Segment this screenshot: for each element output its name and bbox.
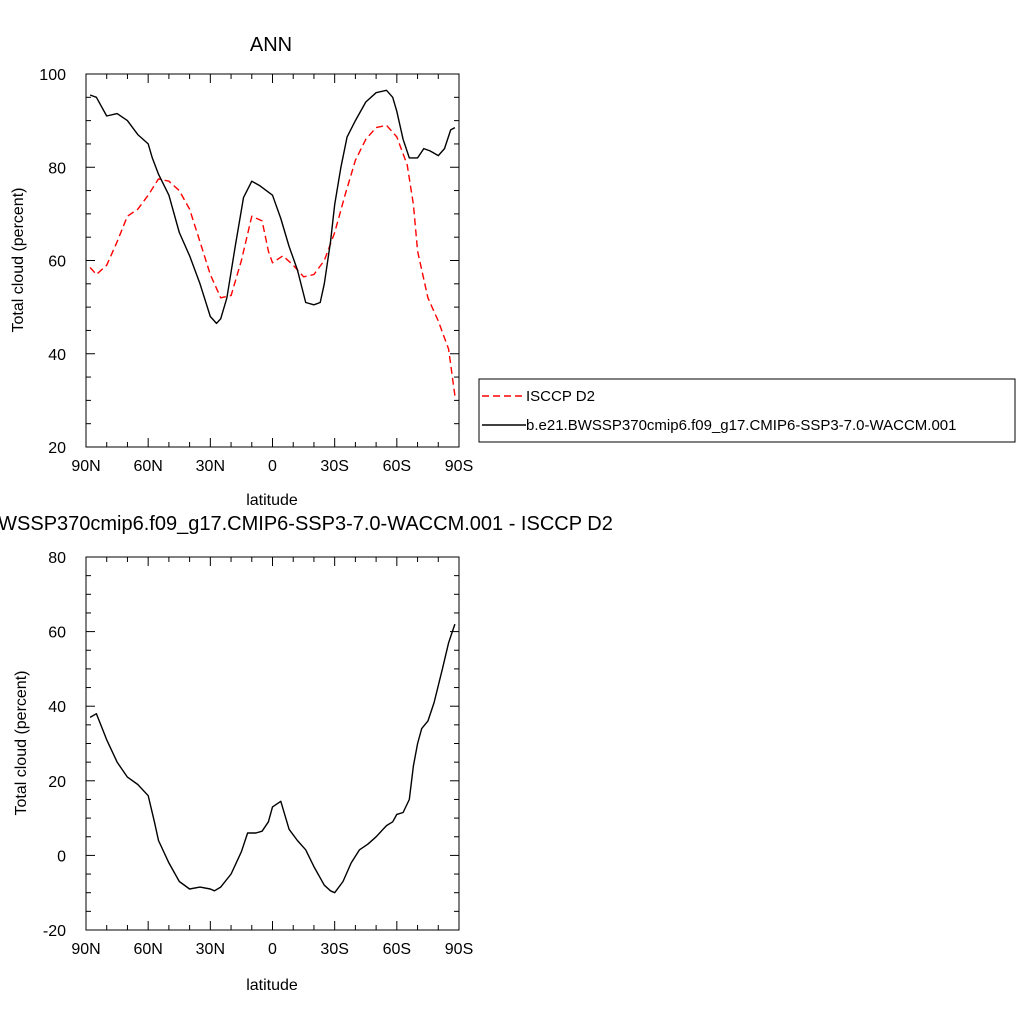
plot-frame: [85, 556, 460, 931]
x-tick-label: 90N: [71, 941, 100, 958]
panel-title: ANN: [250, 34, 292, 56]
y-tick-label: 40: [48, 699, 66, 716]
annual-cloud-panel: ANN 90N 60N 30N 0 30S 60S 90S 20 40 60 80 100 lati…: [10, 34, 1016, 509]
x-tick-label: 0: [268, 941, 277, 958]
series-line-isccp-d2: [89, 124, 456, 396]
x-tick-label: 60N: [133, 458, 162, 475]
y-tick-label: 40: [48, 347, 66, 364]
x-tick-label: 60S: [383, 941, 411, 958]
panel-title: b.e21.BWSSP370cmip6.f09_g17.CMIP6-SSP3-7…: [0, 513, 613, 535]
x-tick-label: 30S: [320, 941, 348, 958]
y-tick-labels: 20 40 60 80 100: [39, 67, 66, 457]
data-series: [89, 623, 456, 894]
data-series: [89, 89, 456, 396]
y-axis-label: Total cloud (percent): [13, 671, 30, 816]
x-tick-label: 60S: [383, 458, 411, 475]
y-tick-label: 60: [48, 625, 66, 642]
y-tick-label: 100: [39, 67, 66, 84]
y-tick-label: 80: [48, 550, 66, 567]
legend-box: [478, 378, 1016, 443]
y-tick-label: 0: [57, 848, 66, 865]
y-tick-labels: -20 0 20 40 60 80: [43, 550, 66, 940]
x-tick-labels: 90N 60N 30N 0 30S 60S 90S: [71, 458, 473, 475]
legend-label-isccp: ISCCP D2: [526, 388, 595, 405]
x-tick-label: 60N: [133, 941, 162, 958]
x-tick-label: 0: [268, 458, 277, 475]
tick-marks: [85, 556, 460, 931]
x-tick-label: 90S: [445, 458, 473, 475]
difference-panel: b.e21.BWSSP370cmip6.f09_g17.CMIP6-SSP3-7…: [0, 513, 613, 994]
x-tick-label: 90N: [71, 458, 100, 475]
tick-marks: [85, 73, 460, 448]
x-tick-label: 30N: [196, 941, 225, 958]
y-axis-label: Total cloud (percent): [10, 188, 27, 333]
legend-label-model: b.e21.BWSSP370cmip6.f09_g17.CMIP6-SSP3-7…: [526, 417, 956, 434]
x-tick-label: 30N: [196, 458, 225, 475]
x-axis-label: latitude: [246, 977, 298, 994]
legend: ISCCP D2 b.e21.BWSSP370cmip6.f09_g17.CMI…: [478, 378, 1016, 443]
x-tick-labels: 90N 60N 30N 0 30S 60S 90S: [71, 941, 473, 958]
y-tick-label: -20: [43, 923, 66, 940]
series-line-model: [89, 623, 456, 894]
y-tick-label: 20: [48, 774, 66, 791]
series-line-model: [89, 89, 456, 325]
y-tick-label: 80: [48, 160, 66, 177]
x-tick-label: 90S: [445, 941, 473, 958]
plot-frame: [85, 73, 460, 448]
y-tick-label: 60: [48, 254, 66, 271]
x-tick-label: 30S: [320, 458, 348, 475]
y-tick-label: 20: [48, 440, 66, 457]
x-axis-label: latitude: [246, 492, 298, 509]
